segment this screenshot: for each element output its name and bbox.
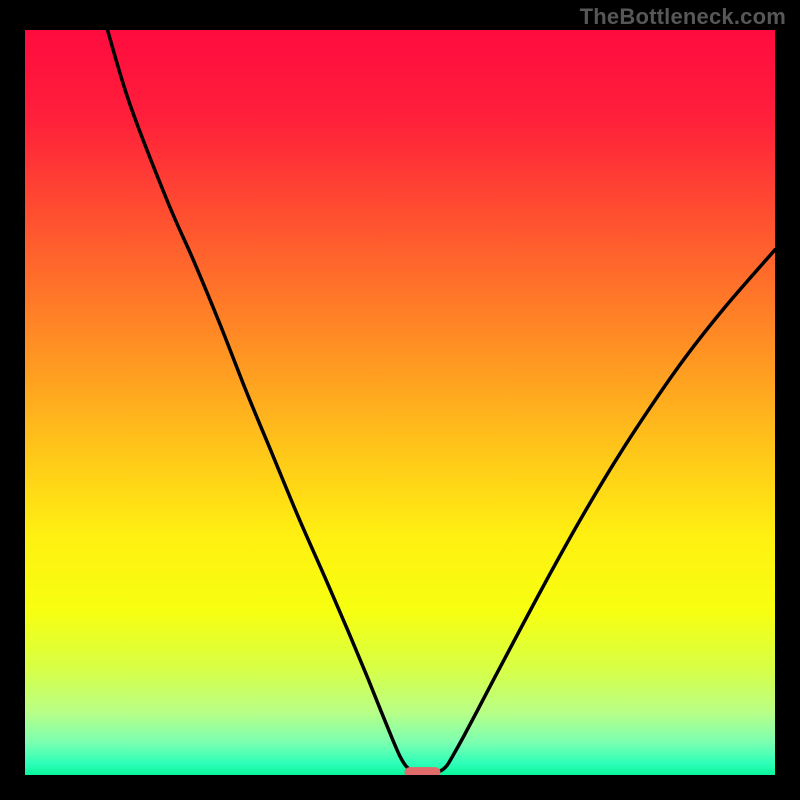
chart-stage: TheBottleneck.com — [0, 0, 800, 800]
gradient-plot-area — [25, 30, 775, 775]
chart-canvas — [0, 0, 800, 800]
